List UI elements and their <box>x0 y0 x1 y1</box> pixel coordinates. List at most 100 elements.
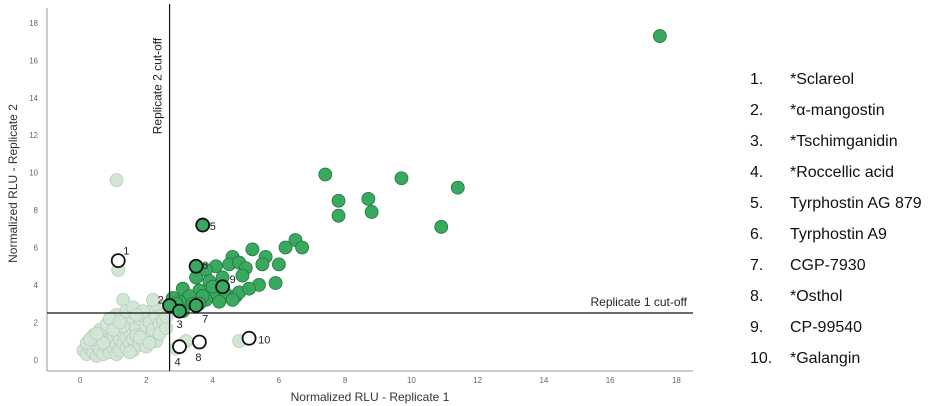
legend-item: 9. CP-99540 <box>750 312 922 343</box>
legend-item-name: CGP-7930 <box>790 257 866 274</box>
compound-number-label: 5 <box>210 221 216 233</box>
compound-number-label: 7 <box>202 314 208 326</box>
y-tick-label: 2 <box>34 318 39 327</box>
x-tick-label: 4 <box>210 376 215 385</box>
hit-point <box>434 220 449 234</box>
legend-item-name: *α-mangostin <box>790 102 885 119</box>
legend-item-name: *Roccellic acid <box>790 164 895 181</box>
inactive-point <box>122 345 137 360</box>
highlighted-point <box>188 298 204 313</box>
hit-point <box>652 29 667 43</box>
hit-point <box>331 208 346 223</box>
legend-item: 8. *Osthol <box>750 281 922 312</box>
compound-legend: 1. *Sclareol 2. *α-mangostin 3. *Tschimganidi… <box>750 64 922 374</box>
inactive-point <box>142 336 157 350</box>
highlighted-point <box>172 339 187 355</box>
inactive-point <box>89 326 104 341</box>
hit-point <box>364 205 379 219</box>
legend-item: 5. Tyrphostin AG 879 <box>750 188 922 219</box>
legend-item-number: 1. <box>750 71 764 88</box>
legend-item-name: Tyrphostin AG 879 <box>790 195 922 212</box>
hit-point <box>212 294 227 309</box>
inactive-point <box>146 292 160 307</box>
legend-item-name: *Tschimganidin <box>790 133 898 150</box>
inactive-point <box>96 336 111 350</box>
inactive-point <box>129 307 144 322</box>
compound-number-label: 4 <box>175 357 181 369</box>
compound-number-label: 10 <box>258 334 270 346</box>
y-tick-label: 18 <box>29 19 38 28</box>
hit-points <box>165 29 667 319</box>
legend-item: 4. *Roccellic acid <box>750 157 922 188</box>
hit-point <box>245 242 260 257</box>
legend-item-number: 7. <box>750 257 764 274</box>
legend-item: 2. *α-mangostin <box>750 95 922 126</box>
hit-point <box>394 171 409 186</box>
legend-item-number: 6. <box>750 226 764 243</box>
highlighted-point <box>215 279 230 295</box>
legend-item-name: Tyrphostin A9 <box>790 226 887 243</box>
highlighted-compounds: 1 2 3 4 5 6 7 8 9 10 <box>110 217 270 369</box>
legend-item-number: 8. <box>750 288 764 305</box>
replicate-1-cutoff-label: Replicate 1 cut-off <box>591 295 688 309</box>
compound-number-label: 9 <box>230 274 236 286</box>
legend-item: 3. *Tschimganidin <box>750 126 922 157</box>
x-axis-label: Normalized RLU - Replicate 1 <box>291 390 450 404</box>
y-tick-label: 16 <box>29 56 38 65</box>
y-tick-label: 4 <box>34 281 39 290</box>
inactive-point <box>109 173 124 188</box>
x-tick-label: 2 <box>144 376 149 385</box>
legend-item: 7. CGP-7930 <box>750 250 922 281</box>
hit-point <box>318 167 333 182</box>
y-tick-label: 10 <box>29 169 38 178</box>
legend-item-number: 9. <box>750 319 764 336</box>
compound-number-label: 2 <box>158 295 164 307</box>
x-tick-label: 6 <box>277 376 282 385</box>
compound-number-label: 6 <box>202 260 208 272</box>
highlighted-point <box>191 334 207 350</box>
y-tick-label: 6 <box>34 244 39 253</box>
highlighted-point <box>188 258 204 274</box>
inactive-point <box>112 315 127 330</box>
x-tick-label: 10 <box>407 376 416 385</box>
legend-item-name: *Osthol <box>790 288 843 305</box>
hit-point <box>295 240 309 255</box>
y-tick-label: 14 <box>29 94 38 103</box>
highlighted-point <box>241 330 257 346</box>
hit-point <box>242 281 256 296</box>
legend-item-number: 5. <box>750 195 764 212</box>
hit-point <box>278 240 293 255</box>
x-tick-label: 12 <box>473 376 482 385</box>
hit-point <box>361 191 376 206</box>
highlighted-point <box>195 217 211 233</box>
x-tick-label: 14 <box>539 376 548 385</box>
hit-point <box>225 292 240 307</box>
x-tick-label: 16 <box>606 376 615 385</box>
x-tick-label: 8 <box>343 376 348 385</box>
y-axis-label: Normalized RLU - Replicate 2 <box>6 104 20 263</box>
hit-point <box>268 276 283 290</box>
legend-item: 1. *Sclareol <box>750 64 922 95</box>
hit-point <box>255 257 270 272</box>
hit-point <box>331 193 346 208</box>
compound-number-label: 3 <box>177 319 183 331</box>
highlighted-point <box>172 303 187 319</box>
hit-point <box>271 257 286 272</box>
y-tick-label: 8 <box>34 206 39 215</box>
legend-item: 10. *Galangin <box>750 343 922 374</box>
y-tick-label: 12 <box>29 131 38 140</box>
legend-item-number: 2. <box>750 102 764 119</box>
legend-item-number: 3. <box>750 133 764 150</box>
legend-item: 6. Tyrphostin A9 <box>750 219 922 250</box>
compound-number-label: 1 <box>123 246 129 258</box>
hit-point <box>235 268 250 283</box>
hit-point <box>450 180 465 195</box>
compound-number-label: 8 <box>195 352 201 364</box>
replicate-2-cutoff-label: Replicate 2 cut-off <box>151 37 165 134</box>
legend-item-name: *Galangin <box>790 350 861 367</box>
x-tick-label: 0 <box>78 376 83 385</box>
legend-item-name: *Sclareol <box>790 71 855 88</box>
highlighted-point <box>110 253 126 269</box>
